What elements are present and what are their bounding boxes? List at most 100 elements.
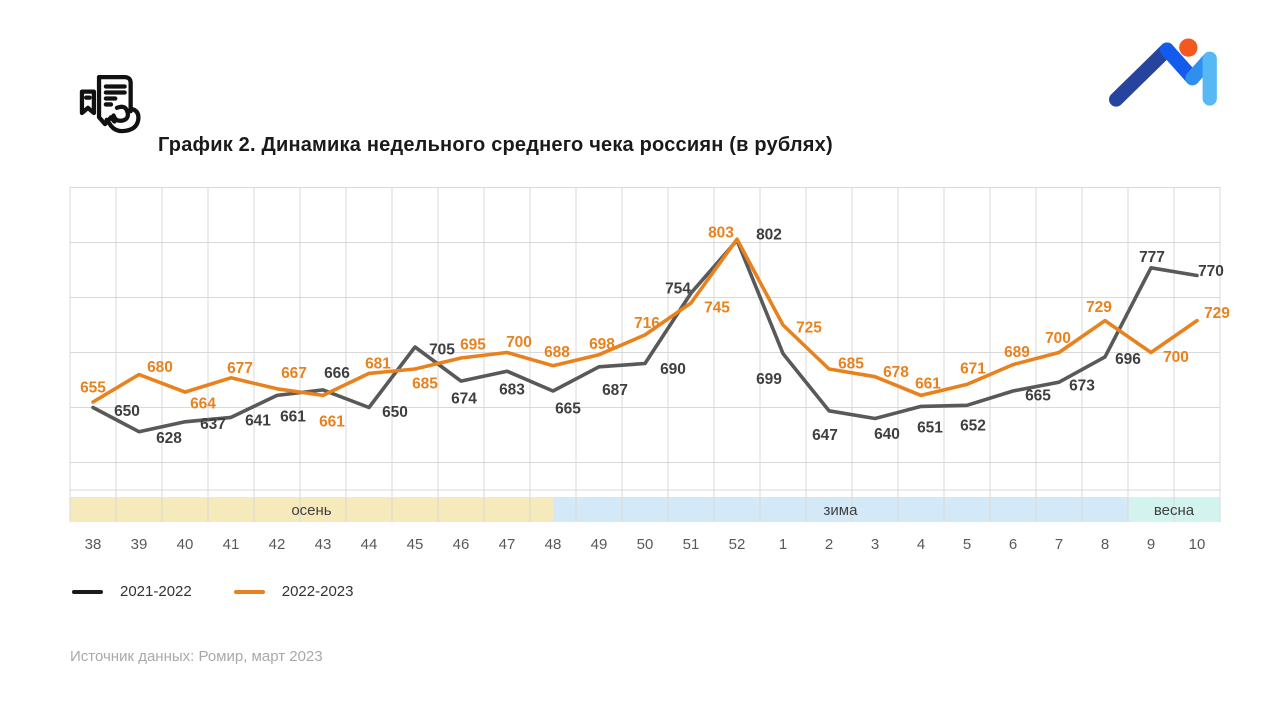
data-label: 673 xyxy=(1069,378,1095,395)
data-label: 681 xyxy=(365,356,391,373)
x-axis-label: 48 xyxy=(545,536,562,553)
data-label: 803 xyxy=(708,225,734,242)
data-label: 661 xyxy=(280,409,306,426)
data-label: 725 xyxy=(796,319,822,336)
data-label: 665 xyxy=(1025,387,1051,404)
data-label: 667 xyxy=(281,365,307,382)
x-axis-label: 9 xyxy=(1147,536,1155,553)
x-axis-label: 7 xyxy=(1055,536,1063,553)
x-axis-labels: 38 39 40 41 42 43 44 45 46 47 48 49 50 51 52 1 2 3 4 5 6 7 8 9 1… xyxy=(85,536,1206,553)
data-label: 650 xyxy=(382,404,408,421)
x-axis-label: 42 xyxy=(269,536,286,553)
data-label: 652 xyxy=(960,418,986,435)
data-label: 651 xyxy=(917,420,943,437)
season-band-label: зима xyxy=(824,502,859,519)
data-label: 696 xyxy=(1115,351,1141,368)
data-label: 637 xyxy=(200,416,226,433)
x-axis-label: 51 xyxy=(683,536,700,553)
x-axis-label: 3 xyxy=(871,536,879,553)
data-label: 754 xyxy=(665,280,691,297)
x-axis-label: 49 xyxy=(591,536,608,553)
logo-dot xyxy=(1179,38,1198,57)
data-label: 700 xyxy=(1163,349,1189,366)
x-axis-label: 4 xyxy=(917,536,925,553)
data-label: 802 xyxy=(756,227,782,244)
legend-line-swatch-orange xyxy=(233,589,265,594)
season-band-labels: осень зима весна xyxy=(291,502,1194,519)
data-label: 683 xyxy=(499,382,525,399)
data-label: 628 xyxy=(156,430,182,447)
x-axis-label: 52 xyxy=(729,536,746,553)
x-axis-label: 2 xyxy=(825,536,833,553)
brand-m-logo xyxy=(1109,38,1217,107)
data-label: 690 xyxy=(660,361,686,378)
data-label: 716 xyxy=(634,315,660,332)
data-label: 745 xyxy=(704,299,730,316)
series-line-2021-2022 xyxy=(91,238,1199,434)
logo-stroke-navy xyxy=(1109,42,1175,107)
x-axis-label: 46 xyxy=(453,536,470,553)
data-label: 640 xyxy=(874,426,900,443)
data-label: 687 xyxy=(602,382,628,399)
series-line-2022-2023 xyxy=(91,237,1199,404)
data-label: 685 xyxy=(838,355,864,372)
gridlines xyxy=(69,187,1221,522)
legend-line-swatch-black xyxy=(72,589,103,594)
season-band-зима xyxy=(553,497,1128,522)
data-labels-2022-2023: 655 680 664 677 667 661 681 685 695 700 688 698 716 7… xyxy=(80,225,1230,431)
legend-label: 2022-2023 xyxy=(281,583,354,600)
x-axis-label: 50 xyxy=(637,536,654,553)
x-axis-label: 10 xyxy=(1189,536,1206,553)
x-axis-label: 44 xyxy=(361,536,378,553)
x-axis-label: 43 xyxy=(315,536,332,553)
data-label: 698 xyxy=(589,336,615,353)
plot-border xyxy=(69,187,1221,491)
data-label: 650 xyxy=(114,403,140,420)
x-axis-label: 6 xyxy=(1009,536,1017,553)
data-source-note: Источник данных: Ромир, март 2023 xyxy=(70,648,323,665)
legend-label: 2021-2022 xyxy=(120,583,192,600)
data-label: 678 xyxy=(883,364,909,381)
x-axis-label: 41 xyxy=(223,536,240,553)
data-label: 705 xyxy=(429,341,455,358)
legend-item-2022-2023: 2022-2023 xyxy=(233,583,354,600)
data-label: 674 xyxy=(451,390,477,407)
data-label: 729 xyxy=(1086,299,1112,316)
x-axis-label: 38 xyxy=(85,536,102,553)
data-label: 685 xyxy=(412,375,438,392)
data-label: 661 xyxy=(319,414,345,431)
data-label: 655 xyxy=(80,379,106,396)
x-axis-label: 40 xyxy=(177,536,194,553)
x-axis-label: 5 xyxy=(963,536,971,553)
data-label: 666 xyxy=(324,365,350,382)
data-label: 695 xyxy=(460,336,486,353)
data-label: 680 xyxy=(147,359,173,376)
data-label: 664 xyxy=(190,395,216,412)
season-bands xyxy=(70,497,1220,522)
legend-item-2021-2022: 2021-2022 xyxy=(72,583,192,600)
data-label: 671 xyxy=(960,361,986,378)
chart-legend: 2021-2022 2022-2023 xyxy=(72,583,353,600)
data-label: 641 xyxy=(245,413,271,430)
data-label: 770 xyxy=(1198,263,1224,280)
data-labels-2021-2022: 650 628 637 641 661 666 650 705 674 683 665 687 690 7… xyxy=(114,227,1224,447)
data-label: 700 xyxy=(1045,330,1071,347)
data-label: 661 xyxy=(915,376,941,393)
data-label: 777 xyxy=(1139,249,1165,266)
x-axis-label: 1 xyxy=(779,536,787,553)
receipt-in-hand-icon xyxy=(79,74,141,134)
x-axis-label: 47 xyxy=(499,536,516,553)
data-label: 647 xyxy=(812,427,838,444)
x-axis-label: 45 xyxy=(407,536,424,553)
data-label: 665 xyxy=(555,400,581,417)
data-label: 729 xyxy=(1204,305,1230,322)
data-label: 688 xyxy=(544,344,570,361)
data-label: 677 xyxy=(227,360,253,377)
x-axis-label: 39 xyxy=(131,536,148,553)
season-band-label: весна xyxy=(1154,502,1195,519)
chart-title: График 2. Динамика недельного среднего ч… xyxy=(158,134,833,156)
data-label: 689 xyxy=(1004,344,1030,361)
